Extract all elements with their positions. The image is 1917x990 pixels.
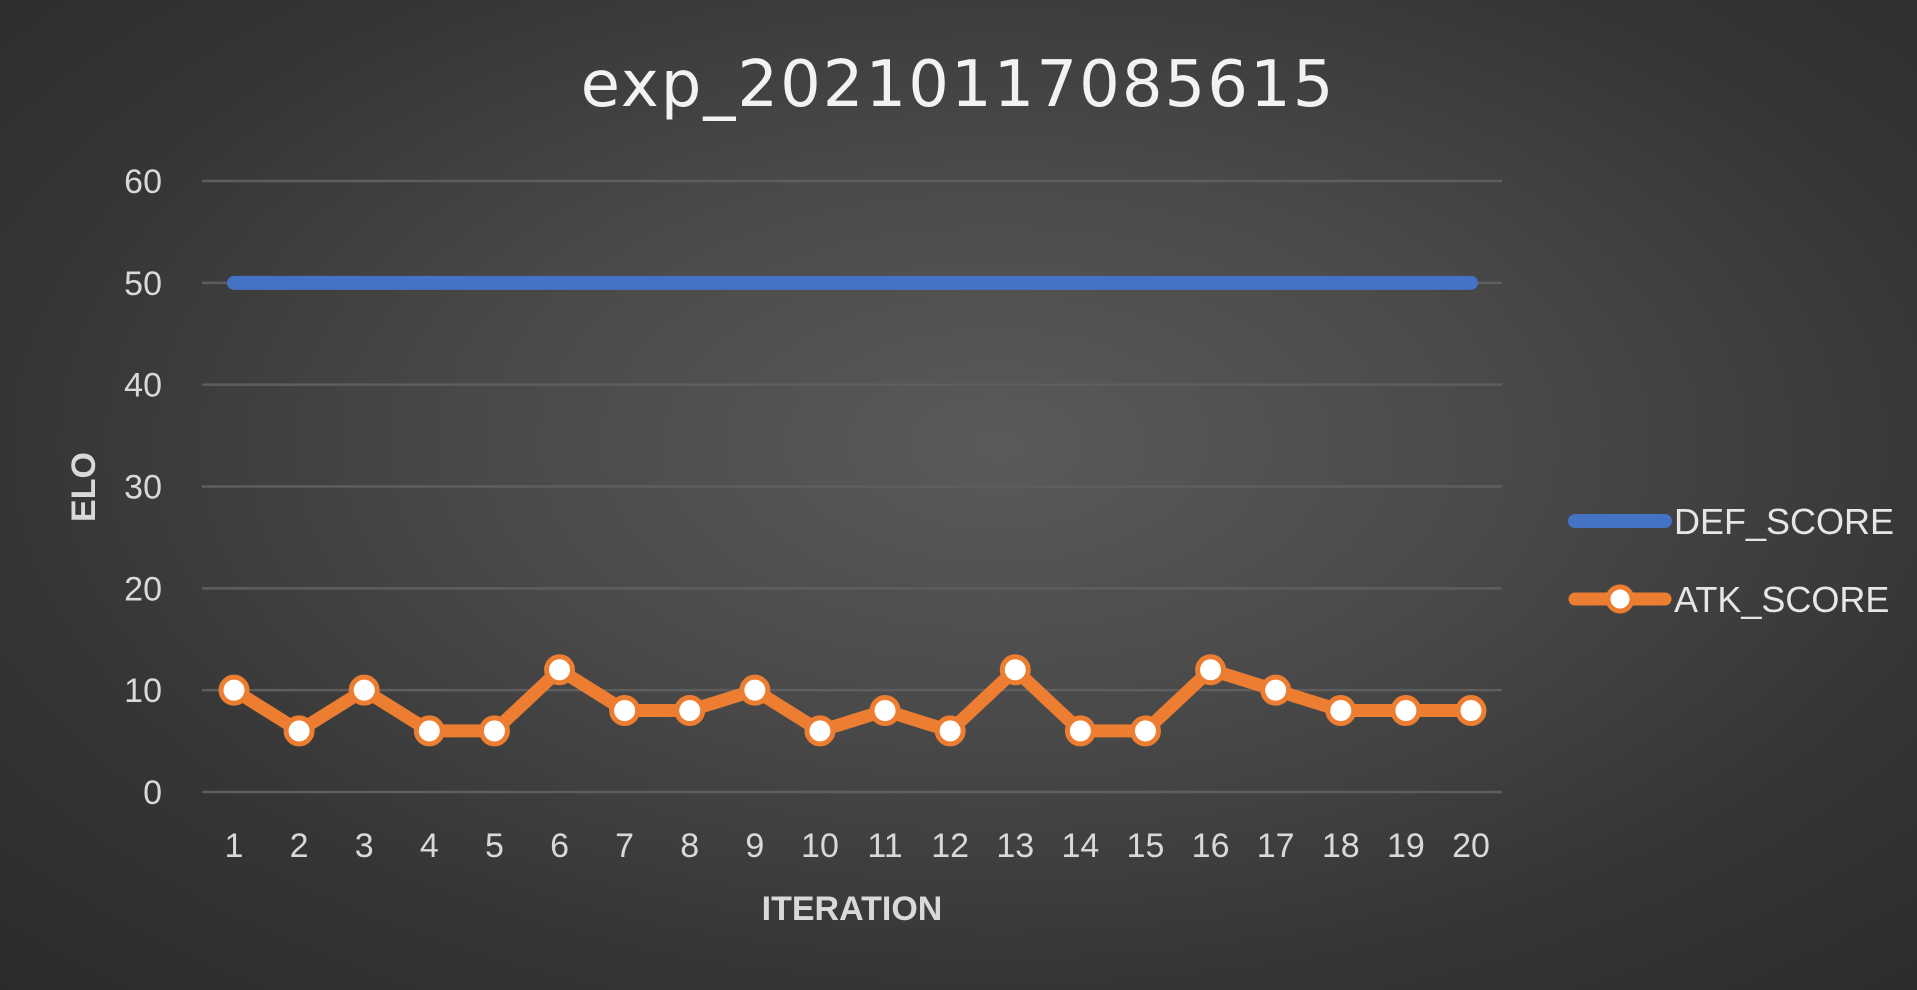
- x-tick-label: 3: [355, 827, 374, 865]
- data-point-atk-score: [1195, 654, 1227, 686]
- x-tick-label: 1: [225, 827, 244, 865]
- data-point-atk-score: [999, 654, 1031, 686]
- legend-label: DEF_SCORE: [1674, 501, 1894, 542]
- x-axis-ticks: 1 2 3 4 5 6 7 8 9 10 11 12 13 14 15 16 17 18 19 20: [225, 827, 1490, 865]
- data-point-atk-score: [1260, 674, 1292, 706]
- legend-item-atk-score: ATK_SCORE: [1568, 579, 1889, 620]
- x-tick-label: 11: [867, 827, 902, 865]
- x-tick-label: 4: [420, 827, 439, 865]
- x-tick-label: 17: [1257, 827, 1295, 865]
- series-atk-score: [218, 654, 1487, 747]
- data-point-atk-score: [609, 695, 641, 727]
- y-tick-label: 60: [124, 163, 162, 201]
- x-tick-label: 13: [996, 827, 1034, 865]
- x-tick-label: 12: [931, 827, 969, 865]
- data-point-atk-score: [348, 674, 380, 706]
- x-tick-label: 5: [485, 827, 504, 865]
- data-point-atk-score: [478, 715, 510, 747]
- x-axis-label: ITERATION: [762, 890, 943, 928]
- y-tick-label: 30: [124, 469, 162, 507]
- x-tick-label: 9: [745, 827, 764, 865]
- data-point-atk-score: [1390, 695, 1422, 727]
- data-point-atk-score: [869, 695, 901, 727]
- x-tick-label: 20: [1452, 827, 1490, 865]
- x-tick-label: 16: [1192, 827, 1230, 865]
- x-tick-label: 2: [290, 827, 309, 865]
- x-tick-label: 8: [680, 827, 699, 865]
- y-axis-label: ELO: [65, 452, 103, 522]
- data-point-atk-score: [218, 674, 250, 706]
- x-tick-label: 6: [550, 827, 569, 865]
- chart-title: exp_20210117085615: [581, 48, 1336, 122]
- data-point-atk-score: [1129, 715, 1161, 747]
- data-point-atk-score: [1455, 695, 1487, 727]
- legend: DEF_SCORE ATK_SCORE: [1568, 501, 1894, 620]
- data-point-atk-score: [1325, 695, 1357, 727]
- x-tick-label: 7: [615, 827, 634, 865]
- series-group: [218, 275, 1487, 747]
- y-tick-label: 50: [124, 265, 162, 303]
- x-tick-label: 10: [801, 827, 839, 865]
- data-point-atk-score: [674, 695, 706, 727]
- y-tick-label: 20: [124, 570, 162, 608]
- y-tick-label: 0: [143, 774, 162, 812]
- data-point-atk-score: [544, 654, 576, 686]
- data-point-atk-score: [413, 715, 445, 747]
- legend-marker: [1605, 584, 1635, 614]
- x-tick-label: 14: [1061, 827, 1099, 865]
- x-tick-label: 18: [1322, 827, 1360, 865]
- y-tick-label: 40: [124, 367, 162, 405]
- data-point-atk-score: [804, 715, 836, 747]
- legend-label: ATK_SCORE: [1674, 579, 1889, 620]
- data-point-atk-score: [1064, 715, 1096, 747]
- x-tick-label: 15: [1127, 827, 1165, 865]
- y-tick-label: 10: [124, 672, 162, 710]
- data-point-atk-score: [934, 715, 966, 747]
- data-point-atk-score: [739, 674, 771, 706]
- data-point-atk-score: [283, 715, 315, 747]
- y-axis-ticks: 0 10 20 30 40 50 60: [124, 163, 162, 812]
- legend-item-def-score: DEF_SCORE: [1568, 501, 1894, 542]
- x-tick-label: 19: [1387, 827, 1425, 865]
